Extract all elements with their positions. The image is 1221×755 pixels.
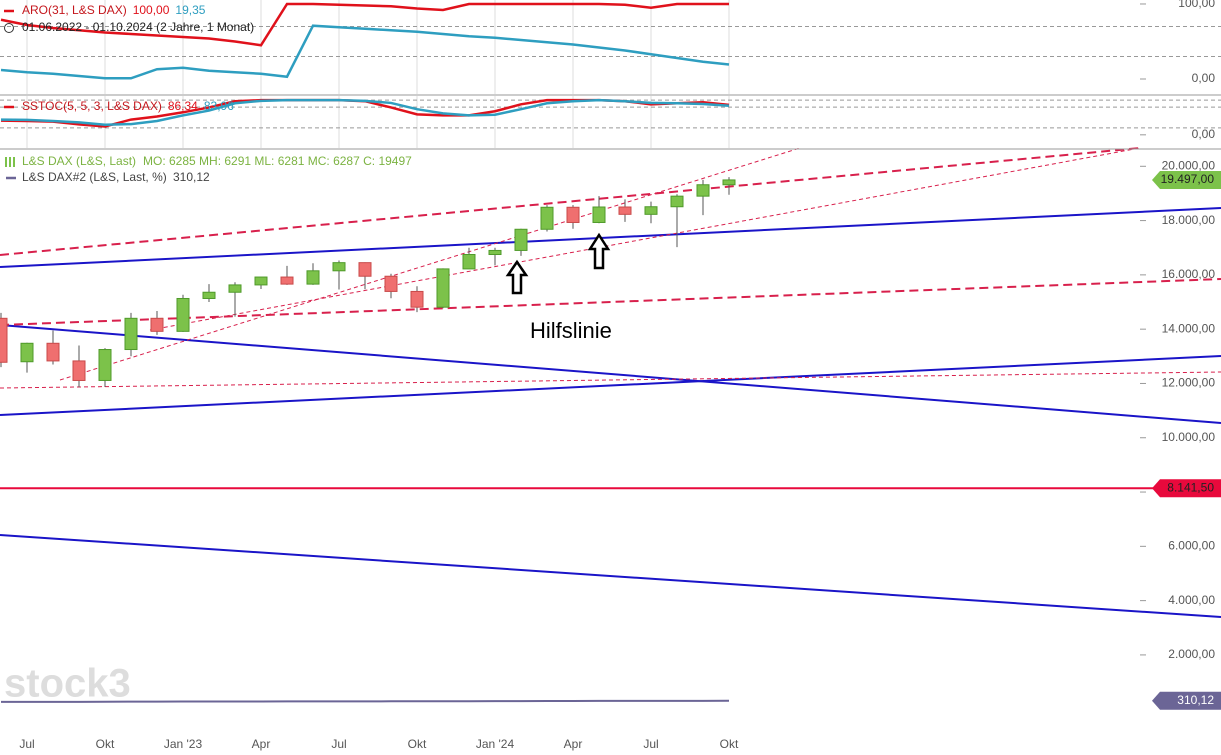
y-tick-label: 4.000,00: [1168, 593, 1215, 607]
y-tick-label: 20.000,00: [1162, 158, 1216, 172]
legend-icon: [5, 157, 15, 167]
price-badge: [1152, 691, 1221, 710]
trendline: [0, 147, 1141, 256]
candle-body: [202, 291, 216, 299]
annotation: Hilfslinie: [530, 318, 612, 343]
y-tick-label: 18.000,00: [1162, 213, 1216, 227]
watermark: stock3: [4, 662, 131, 706]
x-tick-label: Apr: [564, 737, 583, 751]
candle-body: [332, 262, 346, 272]
y-tick-label: 10.000,00: [1162, 430, 1216, 444]
y-tick-label: 0,00: [1192, 71, 1216, 85]
trendline: [0, 355, 1221, 416]
series-line: [0, 24, 730, 80]
candle-body: [696, 184, 710, 197]
candle-body: [72, 360, 86, 381]
legend-info: MO: 6285 MH: 6291 ML: 6281 MC: 6287 C: 1…: [143, 154, 412, 168]
trendline: [0, 324, 1221, 424]
x-tick-label: Jul: [331, 737, 346, 751]
candle-body: [0, 317, 8, 363]
price-badge-label: 19.497,00: [1161, 172, 1215, 186]
arrow: [587, 232, 611, 270]
trendline: [149, 147, 1141, 331]
legend-text: SSTOC(5, 5, 3, L&S DAX) 86,34 83,96: [22, 99, 234, 113]
candle-body: [176, 297, 190, 332]
candle-body: [618, 206, 632, 215]
series-line: [0, 2, 729, 47]
x-tick-label: Okt: [408, 737, 427, 751]
candle-body: [540, 206, 554, 230]
candle-body: [384, 275, 398, 292]
candle-body: [722, 179, 736, 186]
legend-value: 19,35: [175, 3, 205, 17]
price-badge-label: 8.141,50: [1167, 480, 1214, 494]
trendline: [0, 371, 1221, 389]
trendline: [59, 147, 801, 381]
candle-body: [98, 349, 112, 381]
trendline: [0, 207, 1221, 268]
candle-body: [488, 249, 502, 256]
y-tick-label: 100,00: [1178, 0, 1215, 10]
x-tick-label: Okt: [96, 737, 115, 751]
legend-title: SSTOC(5, 5, 3, L&S DAX): [22, 99, 162, 113]
candle-body: [150, 317, 164, 332]
y-tick-label: 12.000,00: [1162, 376, 1216, 390]
candle-body: [306, 270, 320, 285]
candle-body: [436, 268, 450, 308]
legend-value: 86,34: [168, 99, 198, 113]
legend-value: 310,12: [173, 170, 210, 184]
trendline: [0, 534, 1221, 618]
legend-title: ARO(31, L&S DAX): [22, 3, 127, 17]
series-line: [0, 98, 730, 127]
candle-body: [592, 206, 606, 223]
x-tick-label: Okt: [720, 737, 739, 751]
y-tick-label: 0,00: [1192, 127, 1216, 141]
trendline: [0, 278, 1221, 326]
price-badge: [1152, 479, 1221, 498]
candle-body: [514, 228, 528, 251]
legend-text: ARO(31, L&S DAX) 100,00 19,35: [22, 3, 206, 17]
drawings: [0, 147, 1221, 618]
legend-value: 83,96: [204, 99, 234, 113]
series-line: [0, 699, 730, 703]
arrow: [505, 259, 529, 295]
x-tick-label: Jul: [19, 737, 34, 751]
x-tick-label: Jul: [643, 737, 658, 751]
price-badge-label: 310,12: [1177, 693, 1214, 707]
candle-body: [644, 206, 658, 215]
x-tick-label: Apr: [252, 737, 271, 751]
legend-value: 100,00: [133, 3, 170, 17]
candle-body: [566, 206, 580, 223]
candle-body: [20, 342, 34, 363]
subtitle: 01.06.2022 - 01.10.2024 (2 Jahre, 1 Mona…: [22, 20, 254, 34]
clock-icon: [4, 23, 14, 33]
y-tick-label: 14.000,00: [1162, 321, 1216, 335]
x-tick-label: Jan '23: [164, 737, 203, 751]
y-tick-label: 2.000,00: [1168, 647, 1215, 661]
candle-body: [462, 254, 476, 270]
candle-body: [670, 195, 684, 208]
legend-text: L&S DAX (L&S, Last): [22, 154, 136, 168]
legend-text: L&S DAX#2 (L&S, Last, %): [22, 170, 167, 184]
candle-body: [280, 276, 294, 285]
candle-body: [410, 290, 424, 308]
candle-body: [358, 262, 372, 277]
y-tick-label: 6.000,00: [1168, 539, 1215, 553]
price-badge: [1152, 170, 1221, 189]
x-tick-label: Jan '24: [476, 737, 515, 751]
candle-body: [228, 284, 242, 293]
candle-body: [124, 317, 138, 351]
candle-body: [46, 342, 60, 362]
y-tick-label: 16.000,00: [1162, 267, 1216, 281]
candle-body: [254, 276, 268, 286]
